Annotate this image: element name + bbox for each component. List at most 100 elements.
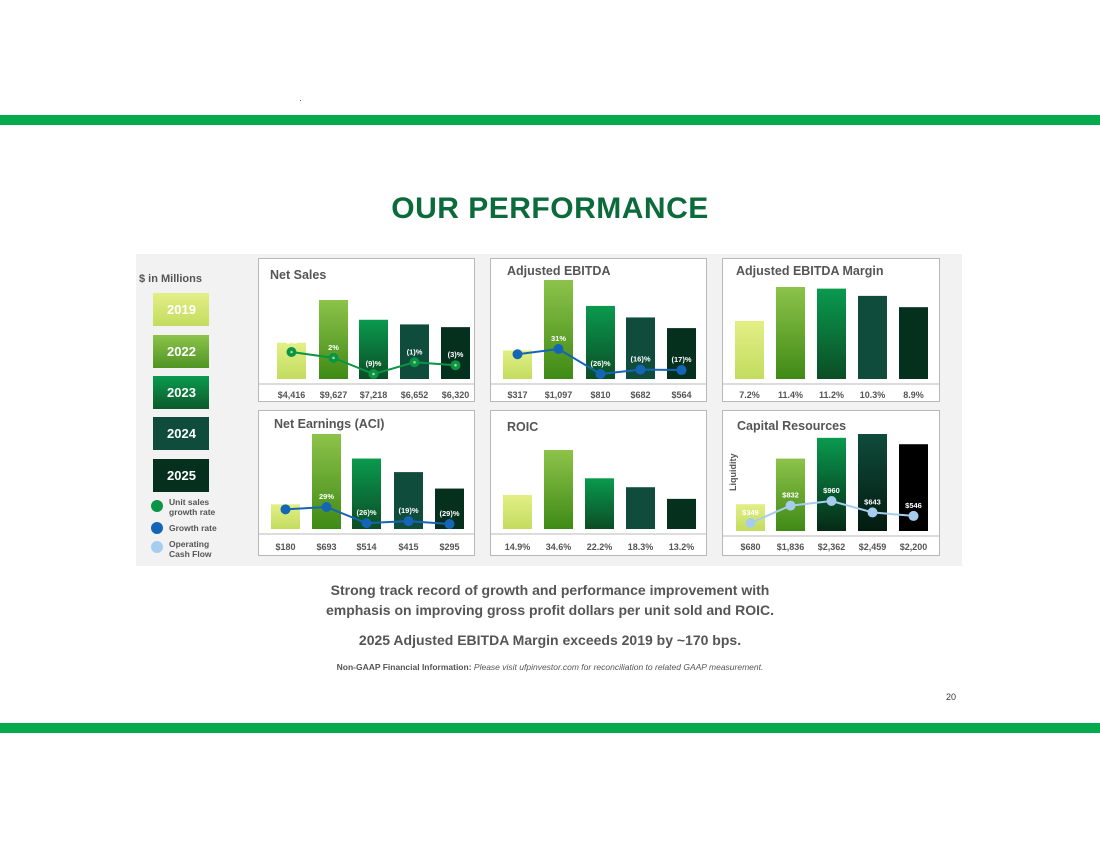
series-label-2024: (16)% xyxy=(630,355,650,364)
bar-2025 xyxy=(667,498,696,529)
bar-2023 xyxy=(585,478,614,529)
net-sales-chart: Net Sales $4,416 $9,627 $7,218 $6,652 $6,320… xyxy=(258,258,475,402)
bar-2023 xyxy=(817,437,846,531)
non-gaap-note-text: Please visit ufpinvestor.com for reconci… xyxy=(473,662,764,672)
chart-svg: $4,416 $9,627 $7,218 $6,652 $6,320 6% 2% (9)% (1… xyxy=(259,300,474,400)
chart-title: Capital Resources xyxy=(737,419,847,433)
series-label-2023: (26)% xyxy=(356,508,376,517)
bottom-green-band xyxy=(0,723,1100,733)
value-label-2024: $2,459 xyxy=(859,542,887,552)
series-label-2025: (17)% xyxy=(671,355,691,364)
bar-2022 xyxy=(544,280,573,379)
series-label-2025: (29)% xyxy=(439,509,459,518)
chart-svg: 14.9% 34.6% 22.2% 18.3% 13.2% xyxy=(491,450,706,552)
series-label-2023: $960 xyxy=(823,486,840,495)
series-point-2019 xyxy=(280,504,291,515)
series-point-2023 xyxy=(826,496,837,506)
non-gaap-note-heading: Non-GAAP Financial Information: xyxy=(336,662,472,672)
legend-cash-flow-line-1: Operating xyxy=(169,539,210,549)
series-label-2019: 6% xyxy=(286,337,297,346)
value-label-2019: 14.9% xyxy=(505,542,531,552)
adjusted-ebitda-chart: Adjusted EBITDA $317 $1,097 $810 $682 $564 19… xyxy=(490,258,707,402)
series-point-2022 xyxy=(321,502,332,512)
bar-2022 xyxy=(544,450,573,529)
series-point-center xyxy=(413,360,416,364)
series-label-2019: 19% xyxy=(510,339,525,348)
series-point-center xyxy=(372,372,375,376)
value-label-2023: 22.2% xyxy=(587,542,613,552)
value-label-2025: $295 xyxy=(439,542,459,552)
bar-2024 xyxy=(400,324,429,379)
chart-svg: 7.2% 11.4% 11.2% 10.3% 8.9% xyxy=(723,287,939,400)
non-gaap-note: Non-GAAP Financial Information: Please v… xyxy=(0,662,1100,672)
series-label-2022: 2% xyxy=(328,343,339,352)
legend-unit-sales-dot xyxy=(151,500,163,512)
series-point-2024 xyxy=(403,516,414,527)
value-label-2024: $415 xyxy=(398,542,418,552)
chart-title: Net Earnings (ACI) xyxy=(274,417,385,431)
legend-growth-rate-dot xyxy=(151,522,163,534)
value-label-2019: $4,416 xyxy=(278,390,306,400)
value-label-2022: $1,097 xyxy=(545,390,573,400)
series-point-2025 xyxy=(676,365,687,376)
value-label-2023: $2,362 xyxy=(818,542,846,552)
value-label-2025: 8.9% xyxy=(903,390,924,400)
bar-2023 xyxy=(817,288,846,379)
legend-year-2024: 2024 xyxy=(153,417,209,450)
series-label-2019: $349 xyxy=(742,508,759,517)
units-label: $ in Millions xyxy=(139,273,202,285)
series-label-2022: 29% xyxy=(319,492,334,501)
net-earnings-chart: Net Earnings (ACI) $180 $693 $514 $415 $295 2… xyxy=(258,410,475,556)
chart-title: ROIC xyxy=(507,420,539,434)
bar-2023 xyxy=(352,458,381,529)
value-label-2023: $7,218 xyxy=(360,390,388,400)
legend-unit-sales-line-1: Unit sales xyxy=(169,497,210,507)
series-point-center xyxy=(290,350,293,354)
value-label-2019: 7.2% xyxy=(739,390,760,400)
series-point-2019 xyxy=(745,518,756,528)
value-label-2023: $810 xyxy=(590,390,610,400)
stray-dot xyxy=(300,100,301,101)
legend-cash-flow-label: Operating Cash Flow xyxy=(169,539,212,559)
value-label-2025: $6,320 xyxy=(442,390,470,400)
legend-growth-rate-line-1: Growth rate xyxy=(169,523,217,533)
value-label-2024: $6,652 xyxy=(401,390,429,400)
series-point-2023 xyxy=(361,518,372,529)
series-point-2024 xyxy=(867,507,878,518)
series-point-2022 xyxy=(785,500,796,511)
top-green-band xyxy=(0,115,1100,125)
series-point-2025 xyxy=(444,519,455,529)
bar-2022 xyxy=(319,300,348,379)
value-label-2022: 11.4% xyxy=(778,390,803,400)
series-point-2025 xyxy=(908,510,919,521)
series-point-center xyxy=(332,356,335,360)
series-label-2022: $832 xyxy=(782,491,799,500)
series-label-2025: (3)% xyxy=(448,350,464,359)
value-label-2023: 11.2% xyxy=(819,390,844,400)
value-label-2022: $1,836 xyxy=(777,542,805,552)
series-label-2023: (9)% xyxy=(366,359,382,368)
legend-growth-rate-label: Growth rate xyxy=(169,523,217,533)
chart-svg: $680 $1,836 $2,362 $2,459 $2,200 $349 $832 $960… xyxy=(723,434,939,552)
value-label-2024: 18.3% xyxy=(628,542,654,552)
adjusted-ebitda-margin-chart: Adjusted EBITDA Margin 7.2% 11.4% 11.2% 10.… xyxy=(722,258,940,402)
bar-2024 xyxy=(626,487,655,529)
legend-year-2023: 2023 xyxy=(153,376,209,409)
bar-2022 xyxy=(776,287,805,379)
legend-unit-sales-line-2: growth rate xyxy=(169,507,216,517)
series-point-2024 xyxy=(635,364,646,375)
bar-2024 xyxy=(858,295,887,379)
series-label-2023: (26)% xyxy=(590,359,610,368)
value-label-2022: $9,627 xyxy=(320,390,348,400)
series-label-2024: (1)% xyxy=(407,347,423,356)
bar-2022 xyxy=(776,458,805,531)
chart-svg: $317 $1,097 $810 $682 $564 19% 31% (26)% (16)% (1… xyxy=(491,280,706,400)
tagline-line-2: emphasis on improving gross profit dolla… xyxy=(325,602,775,618)
bar-2019 xyxy=(735,320,764,379)
series-label-2024: $643 xyxy=(864,497,881,506)
value-label-2019: $317 xyxy=(507,390,527,400)
value-label-2025: $2,200 xyxy=(900,542,928,552)
legend-cash-flow-dot xyxy=(151,541,163,553)
value-label-2023: $514 xyxy=(356,542,376,552)
legend-year-2022: 2022 xyxy=(153,335,209,368)
